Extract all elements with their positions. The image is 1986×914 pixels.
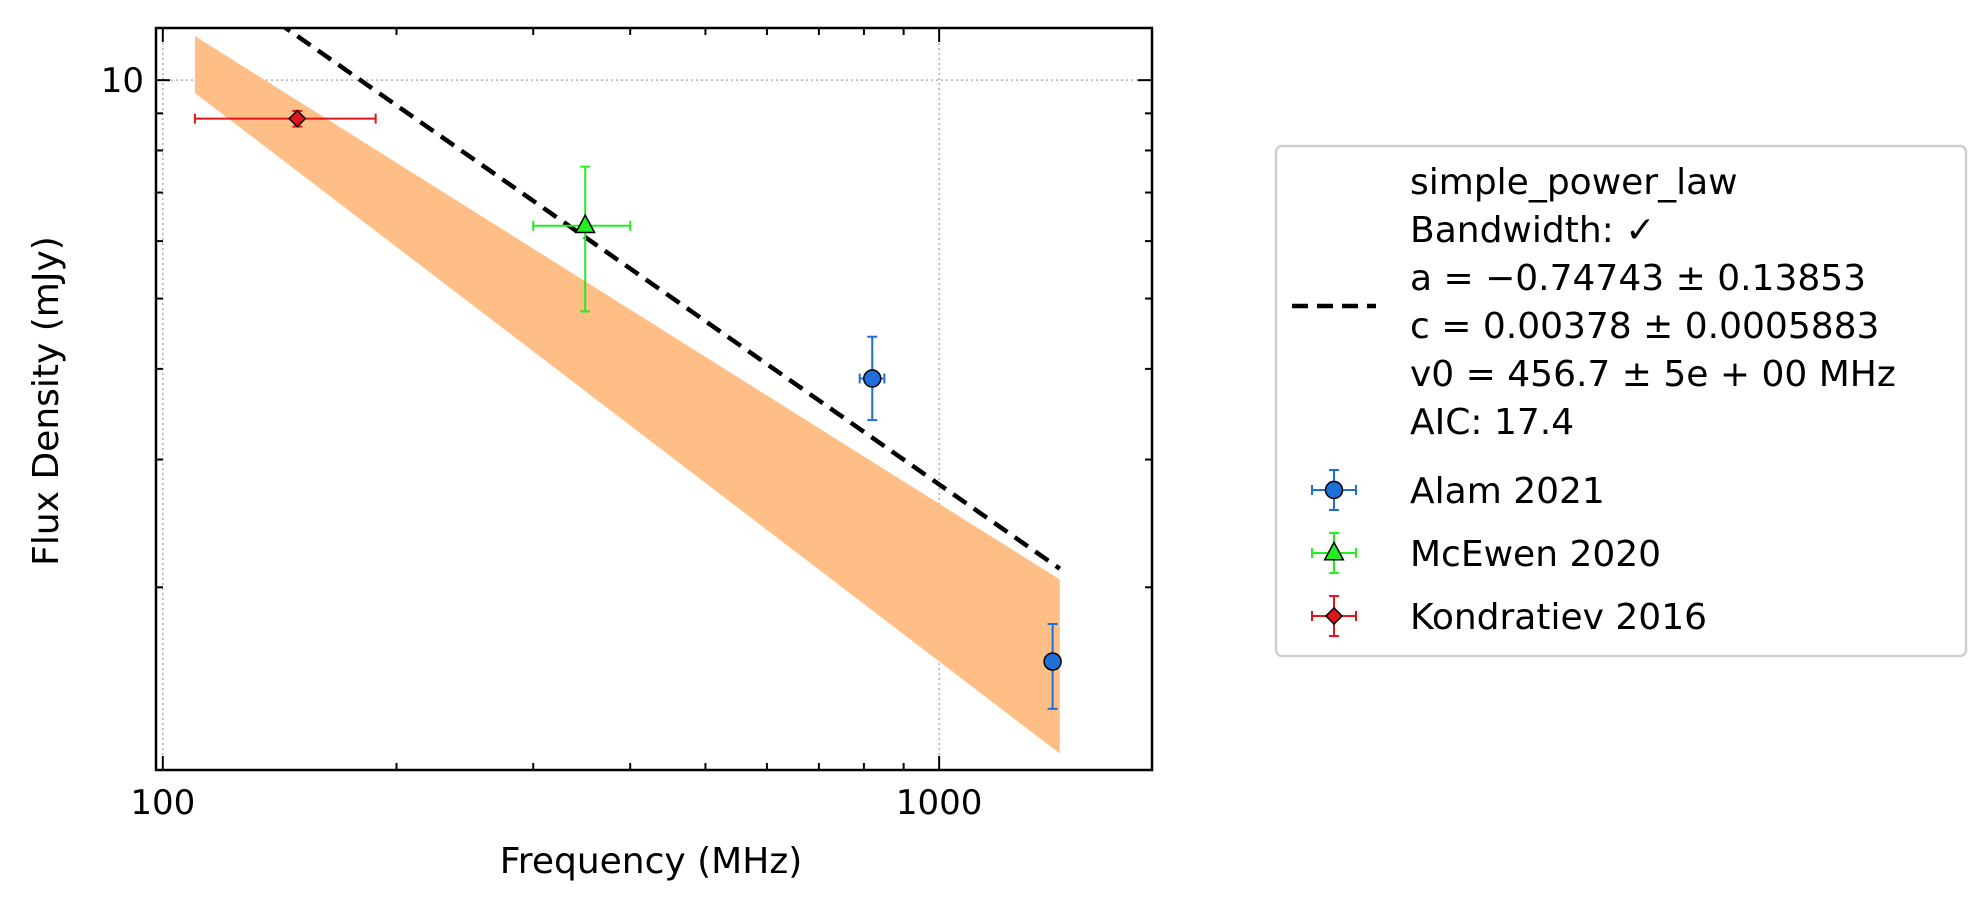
legend-label: McEwen 2020	[1410, 534, 1661, 575]
data-point-circle	[858, 335, 886, 422]
plot-inner	[156, 28, 1152, 770]
y-axis-label: Flux Density (mJy)	[26, 236, 67, 566]
legend-marker	[1323, 540, 1345, 561]
legend-entry	[1311, 532, 1357, 574]
data-point-diamond	[193, 109, 377, 128]
legend-fit-text: Bandwidth: ✓	[1410, 210, 1655, 251]
legend-fit-text: a = −0.74743 ± 0.13853	[1410, 258, 1866, 299]
legend-fit-text: simple_power_law	[1410, 162, 1738, 203]
plot-area: 100 1000 10	[101, 26, 1154, 823]
legend-marker	[1324, 480, 1344, 500]
marker	[288, 109, 307, 128]
legend-fit-text: v0 = 456.7 ± 5e + 00 MHz	[1410, 354, 1896, 395]
fit-uncertainty-band	[194, 36, 1060, 754]
legend-fit-text: c = 0.00378 ± 0.0005883	[1410, 306, 1879, 347]
axis-ticks	[156, 28, 1152, 770]
legend-label: Alam 2021	[1410, 471, 1605, 512]
legend-marker	[1324, 606, 1344, 626]
marker	[574, 213, 596, 234]
data-point-circle	[1043, 623, 1062, 710]
legend-entry	[1311, 595, 1357, 637]
plot-frame	[154, 26, 1154, 772]
legend-fit-text: AIC: 17.4	[1410, 402, 1574, 443]
legend-entry	[1311, 469, 1357, 511]
x-tick-label: 1000	[896, 783, 983, 823]
legend-box	[1274, 144, 1968, 658]
marker	[1043, 652, 1062, 671]
fit-line	[281, 28, 1062, 571]
x-tick-label: 100	[130, 783, 195, 823]
data-point-triangle	[532, 165, 632, 313]
y-tick-label: 10	[101, 61, 144, 101]
x-axis-label: Frequency (MHz)	[500, 841, 803, 882]
marker	[862, 369, 882, 388]
legend: simple_power_law Bandwidth: ✓ a = −0.74743…	[1274, 144, 1968, 658]
legend-label: Kondratiev 2016	[1410, 597, 1707, 638]
